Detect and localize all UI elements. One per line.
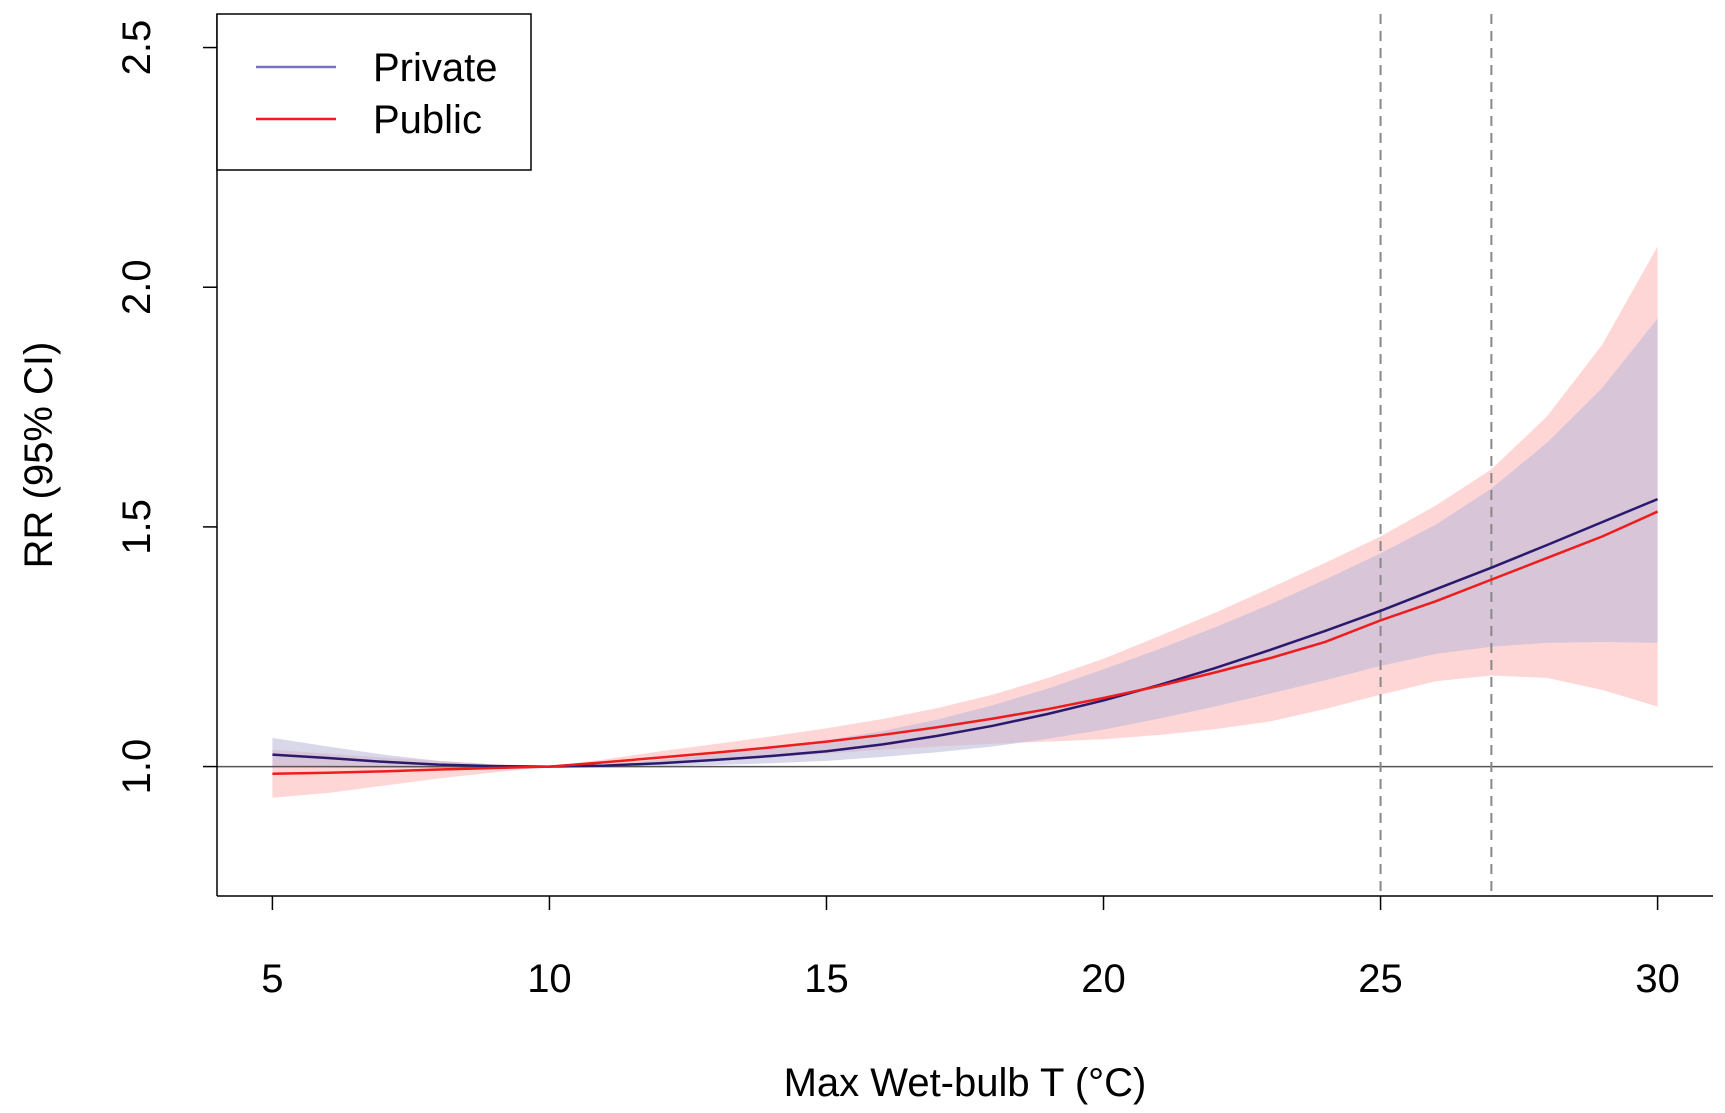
legend: Private Public xyxy=(216,13,532,171)
vertical-dashed-lines xyxy=(1379,14,1493,896)
x-tick-label: 30 xyxy=(1635,957,1680,1001)
x-tick-label: 15 xyxy=(804,957,849,1001)
x-tick-label: 20 xyxy=(1081,957,1126,1001)
x-axis-title: Max Wet-bulb T (°C) xyxy=(784,1061,1147,1105)
legend-label-public: Public xyxy=(373,98,482,142)
series-line-private xyxy=(272,497,1659,768)
band-private xyxy=(272,318,1658,769)
x-tick-label: 25 xyxy=(1358,957,1403,1001)
series-lines xyxy=(272,497,1659,776)
y-tick-label: 1.5 xyxy=(115,499,159,555)
y-axis-title: RR (95% CI) xyxy=(17,342,61,569)
confidence-bands xyxy=(272,246,1658,798)
y-tick-label: 2.0 xyxy=(115,259,159,315)
legend-label-private: Private xyxy=(373,46,498,90)
x-tick-label: 10 xyxy=(527,957,572,1001)
series-line-public xyxy=(272,510,1659,776)
x-tick-label: 5 xyxy=(261,957,283,1001)
y-tick-label: 1.0 xyxy=(115,739,159,795)
y-tick-label: 2.5 xyxy=(115,20,159,76)
legend-box xyxy=(216,13,532,171)
axes: 5 10 15 20 25 30 1.0 1.5 2.0 2.5 Max Wet-bulb T (°… xyxy=(17,14,1713,1105)
